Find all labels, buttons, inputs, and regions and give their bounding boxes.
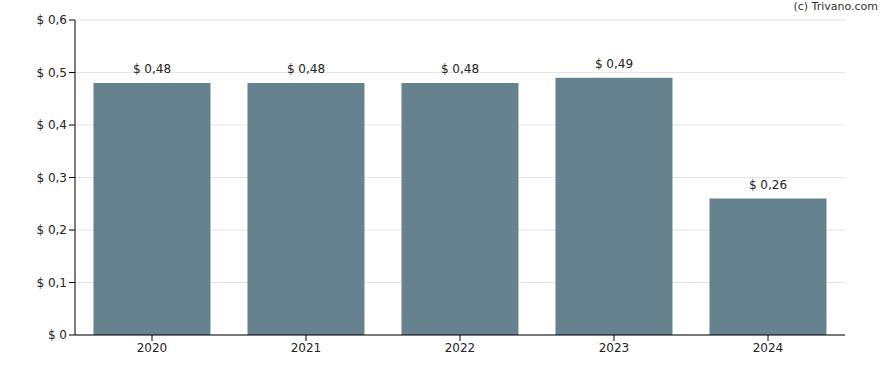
svg-text:$ 0,2: $ 0,2 [36, 223, 67, 237]
svg-text:$ 0,48: $ 0,48 [441, 62, 479, 76]
svg-text:$ 0,3: $ 0,3 [36, 171, 67, 185]
svg-text:$ 0,6: $ 0,6 [36, 13, 67, 27]
svg-text:2024: 2024 [753, 341, 784, 355]
svg-text:$ 0,48: $ 0,48 [287, 62, 325, 76]
svg-text:$ 0,5: $ 0,5 [36, 66, 67, 80]
svg-text:$ 0,48: $ 0,48 [133, 62, 171, 76]
svg-text:2023: 2023 [599, 341, 630, 355]
svg-text:2020: 2020 [137, 341, 168, 355]
html-text:(c) Trivano.com: (c) Trivano.com [793, 0, 878, 13]
svg-text:2022: 2022 [445, 341, 476, 355]
svg-text:$ 0,1: $ 0,1 [36, 276, 67, 290]
svg-text:$ 0,49: $ 0,49 [595, 57, 633, 71]
svg-text:$ 0: $ 0 [48, 328, 67, 342]
svg-text:$ 0,4: $ 0,4 [36, 118, 67, 132]
svg-text:2021: 2021 [291, 341, 322, 355]
svg-text:$ 0,26: $ 0,26 [749, 178, 787, 192]
